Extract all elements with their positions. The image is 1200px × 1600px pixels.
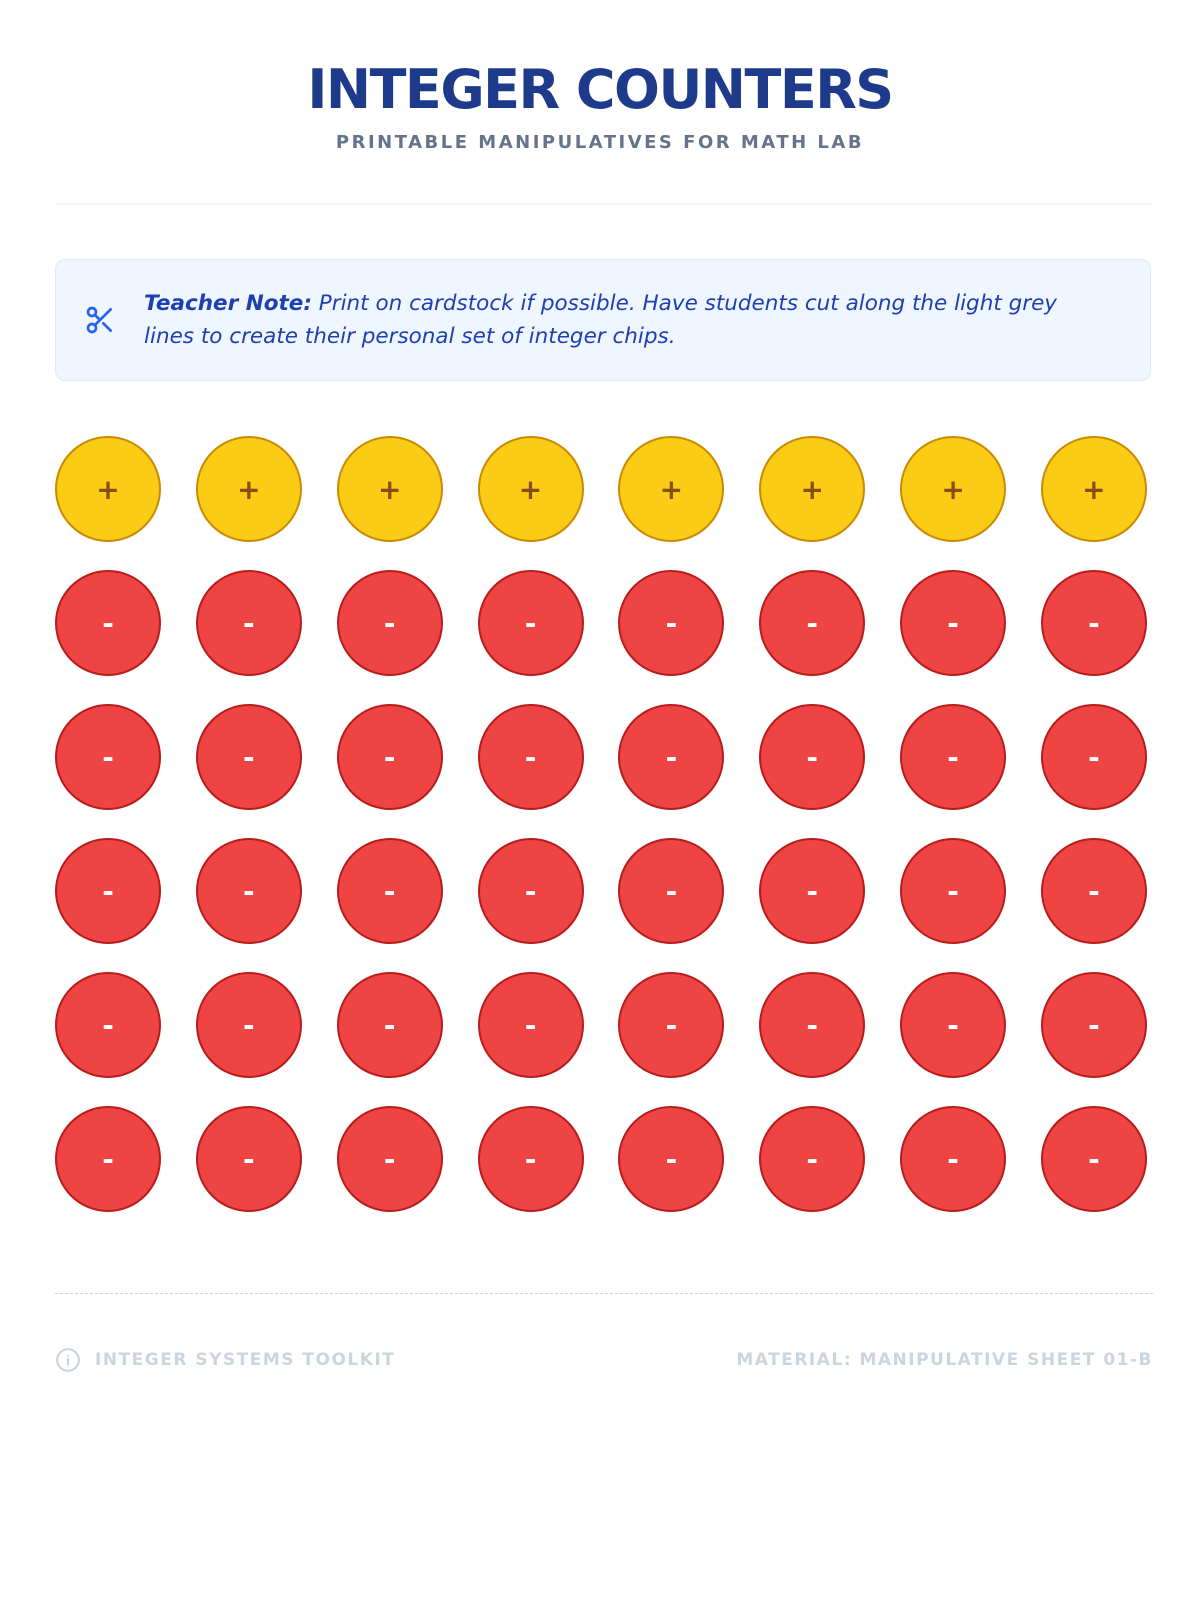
scissors-icon (86, 306, 112, 334)
negative-chip: - (477, 704, 584, 810)
negative-chip: - (195, 972, 302, 1078)
negative-chip: - (336, 1106, 443, 1212)
negative-chip: - (336, 838, 443, 944)
negative-chip: - (900, 972, 1007, 1078)
negative-chip: - (759, 838, 866, 944)
positive-chip: + (1040, 436, 1147, 542)
negative-chip: - (759, 570, 866, 676)
chip-row: -------- (55, 570, 1147, 676)
negative-chip: - (900, 570, 1007, 676)
note-body: Print on cardstock if possible. Have stu… (144, 291, 1058, 349)
chip-row: + + + + + + + + (55, 436, 1147, 542)
negative-chip: - (55, 1106, 161, 1212)
note-label: Teacher Note: (144, 291, 312, 316)
negative-chip: - (759, 972, 866, 1078)
negative-chip: - (477, 570, 584, 676)
negative-chip: - (195, 1106, 302, 1212)
negative-chip: - (618, 704, 725, 810)
negative-chip: - (1040, 1106, 1147, 1212)
negative-chip: - (900, 704, 1007, 810)
teacher-note: Teacher Note: Print on cardstock if poss… (55, 259, 1151, 381)
chip-row: -------- (55, 1106, 1147, 1212)
negative-chip: - (1040, 704, 1147, 810)
positive-chip: + (336, 436, 443, 542)
chip-row: -------- (55, 704, 1147, 810)
negative-chip: - (336, 570, 443, 676)
negative-chip: - (195, 704, 302, 810)
footer-left: INTEGER SYSTEMS TOOLKIT (55, 1347, 395, 1373)
footer: INTEGER SYSTEMS TOOLKIT MATERIAL: MANIPU… (55, 1347, 1153, 1373)
negative-chip: - (900, 1106, 1007, 1212)
divider (55, 203, 1153, 205)
negative-chip: - (759, 1106, 866, 1212)
info-icon (56, 1348, 80, 1372)
negative-chip: - (195, 570, 302, 676)
title: INTEGER COUNTERS (307, 58, 894, 121)
negative-chip: - (477, 1106, 584, 1212)
chip-row: -------- (55, 972, 1147, 1078)
chip-grid: + + + + + + + + - - - - - - - - - - - - - - - - - - - - - - - - - - - - - - - -… (55, 436, 1147, 1212)
negative-chip: - (618, 838, 725, 944)
positive-chip: + (195, 436, 302, 542)
negative-chip: - (55, 972, 161, 1078)
header: INTEGER COUNTERS PRINTABLE MANIPULATIVES… (0, 0, 1200, 153)
negative-chip: - (55, 570, 161, 676)
positive-chip: + (759, 436, 866, 542)
negative-chip: - (336, 704, 443, 810)
negative-chip: - (900, 838, 1007, 944)
negative-chip: - (55, 838, 161, 944)
positive-chip: + (618, 436, 725, 542)
negative-chip: - (759, 704, 866, 810)
subtitle: PRINTABLE MANIPULATIVES FOR MATH LAB (335, 132, 865, 153)
positive-chip: + (900, 436, 1007, 542)
negative-chip: - (55, 704, 161, 810)
negative-chip: - (477, 838, 584, 944)
negative-chip: - (1040, 972, 1147, 1078)
negative-chip: - (618, 972, 725, 1078)
negative-chip: - (618, 1106, 725, 1212)
negative-chip: - (1040, 570, 1147, 676)
footer-left-text: INTEGER SYSTEMS TOOLKIT (95, 1350, 396, 1370)
positive-chip: + (55, 436, 161, 542)
note-text: Teacher Note: Print on cardstock if poss… (144, 287, 1110, 353)
negative-chip: - (195, 838, 302, 944)
negative-chip: - (477, 972, 584, 1078)
negative-chip: - (336, 972, 443, 1078)
cut-line (55, 1293, 1153, 1294)
chip-row: -------- (55, 838, 1147, 944)
negative-chip: - (618, 570, 725, 676)
footer-right-text: MATERIAL: MANIPULATIVE SHEET 01-B (736, 1350, 1153, 1370)
positive-chip: + (477, 436, 584, 542)
negative-chip: - (1040, 838, 1147, 944)
